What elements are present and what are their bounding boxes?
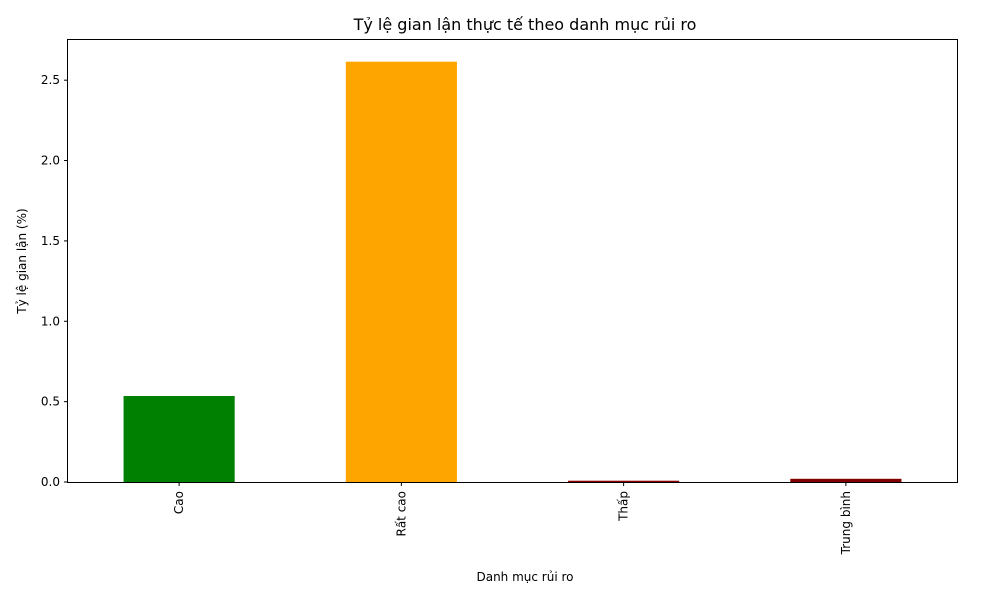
bar-2 <box>345 61 457 482</box>
y-tick-label: 1.5 <box>41 234 60 248</box>
bar-4 <box>790 478 902 482</box>
bar-3 <box>568 480 680 482</box>
bars-group <box>123 61 902 482</box>
y-tick-label: 2.5 <box>41 73 60 87</box>
chart-title: Tỷ lệ gian lận thực tế theo danh mục rủi… <box>353 15 697 34</box>
x-tick-label: Trung bình <box>839 491 853 555</box>
y-tick-label: 0.5 <box>41 395 60 409</box>
y-axis-label: Tỷ lệ gian lận (%) <box>15 208 29 314</box>
y-tick-label: 1.0 <box>41 314 60 328</box>
x-tick-label: Rất cao <box>394 491 408 537</box>
bar-1 <box>123 396 235 482</box>
y-tick-label: 0.0 <box>41 475 60 489</box>
x-tick-label: Thấp <box>617 491 631 522</box>
y-axis-ticks: 0.0 0.5 1.0 1.5 2.0 2.5 <box>41 73 68 489</box>
x-axis-label: Danh mục rủi ro <box>476 570 573 584</box>
x-tick-label: Cao <box>172 491 186 514</box>
x-axis-ticks: Cao Rất cao Thấp Trung bình <box>172 482 853 555</box>
y-tick-label: 2.0 <box>41 154 60 168</box>
plot-frame <box>67 39 958 483</box>
